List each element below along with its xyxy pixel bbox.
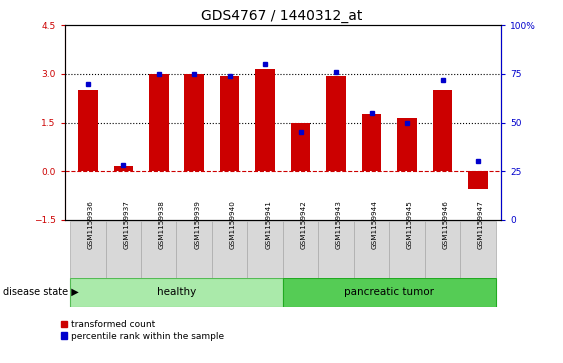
Text: pancreatic tumor: pancreatic tumor	[345, 287, 434, 297]
Text: GSM1159943: GSM1159943	[336, 200, 342, 249]
Bar	[461, 221, 496, 278]
Bar	[70, 278, 283, 307]
Text: GSM1159946: GSM1159946	[443, 200, 449, 249]
Bar	[283, 221, 319, 278]
Bar	[390, 221, 425, 278]
Text: GSM1159944: GSM1159944	[372, 200, 378, 249]
Bar	[176, 221, 212, 278]
Bar	[256, 69, 275, 171]
Text: GSM1159938: GSM1159938	[159, 200, 165, 249]
Text: GSM1159939: GSM1159939	[194, 200, 200, 249]
Bar	[354, 221, 390, 278]
Bar	[220, 76, 239, 171]
Bar	[327, 76, 346, 171]
Bar	[291, 123, 310, 171]
Text: GSM1159941: GSM1159941	[265, 200, 271, 249]
Text: GSM1159937: GSM1159937	[123, 200, 129, 249]
Text: GSM1159947: GSM1159947	[478, 200, 484, 249]
Legend: transformed count, percentile rank within the sample: transformed count, percentile rank withi…	[61, 320, 224, 340]
Bar	[114, 166, 133, 171]
Text: GSM1159936: GSM1159936	[88, 200, 94, 249]
Bar	[362, 114, 381, 171]
Bar	[70, 221, 105, 278]
Bar	[283, 278, 496, 307]
Bar	[149, 74, 168, 171]
Text: disease state ▶: disease state ▶	[3, 287, 79, 297]
Bar	[212, 221, 247, 278]
Bar	[141, 221, 176, 278]
Bar	[247, 221, 283, 278]
Bar	[185, 74, 204, 171]
Bar	[105, 221, 141, 278]
Bar	[319, 221, 354, 278]
Text: GSM1159945: GSM1159945	[407, 200, 413, 249]
Bar	[78, 90, 97, 171]
Text: healthy: healthy	[157, 287, 196, 297]
Bar	[425, 221, 461, 278]
Text: GSM1159942: GSM1159942	[301, 200, 307, 249]
Text: GSM1159940: GSM1159940	[230, 200, 236, 249]
Bar	[468, 171, 488, 189]
Bar	[397, 118, 417, 171]
Bar	[433, 90, 452, 171]
Text: GDS4767 / 1440312_at: GDS4767 / 1440312_at	[201, 9, 362, 23]
